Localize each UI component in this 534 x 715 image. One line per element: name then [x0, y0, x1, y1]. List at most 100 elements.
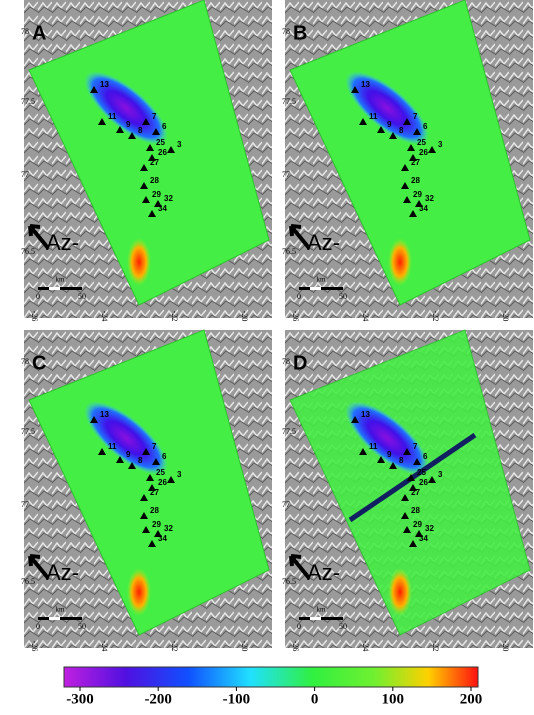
station-marker: [413, 128, 421, 135]
station-marker: [154, 200, 162, 207]
station-marker: [140, 164, 148, 171]
station-label: 7: [152, 112, 157, 121]
lat-tick-label: 77: [282, 500, 290, 509]
panel-label: A: [32, 22, 46, 44]
station-label: 6: [162, 122, 167, 131]
station-marker: [351, 416, 359, 423]
station-label: 9: [387, 450, 392, 459]
panel-label: C: [32, 352, 46, 374]
station-marker: [359, 118, 367, 125]
station-marker: [148, 210, 156, 217]
station-label: 13: [361, 410, 370, 419]
lon-tick-label: -20: [240, 641, 249, 652]
station-marker: [128, 132, 136, 139]
station-label: 25: [156, 138, 165, 147]
lat-tick-label: 76.5: [21, 247, 35, 256]
scale-end: 50: [339, 622, 347, 631]
station-label: 26: [419, 478, 428, 487]
scale-bar-segment: [310, 287, 321, 290]
lat-tick-label: 78: [282, 357, 290, 366]
station-marker: [152, 128, 160, 135]
lat-tick-label: 77: [21, 170, 29, 179]
lon-tick-label: -22: [170, 641, 179, 652]
lat-tick-label: 76.5: [282, 577, 296, 586]
lat-tick-label: 77: [282, 170, 290, 179]
station-marker: [116, 126, 124, 133]
station-label: 25: [417, 138, 426, 147]
lat-tick-label: 78: [21, 357, 29, 366]
azimuth-arrow: [28, 554, 50, 580]
station-marker: [415, 200, 423, 207]
station-label: 6: [423, 122, 428, 131]
station-marker: [409, 210, 417, 217]
station-label: 11: [108, 112, 117, 121]
lon-tick-label: -24: [100, 311, 109, 322]
station-marker: [401, 512, 409, 519]
scale-start: 0: [297, 622, 301, 631]
station-marker: [152, 458, 160, 465]
station-marker: [148, 154, 156, 161]
station-label: 27: [150, 158, 159, 167]
station-marker: [403, 448, 411, 455]
station-marker: [142, 448, 150, 455]
scale-unit: km: [56, 606, 66, 614]
station-label: 26: [158, 148, 167, 157]
station-label: 27: [411, 158, 420, 167]
station-label: 11: [108, 442, 117, 451]
station-label: 7: [152, 442, 157, 451]
station-marker: [148, 540, 156, 547]
station-label: 28: [411, 176, 420, 185]
station-marker: [98, 448, 106, 455]
colorbar-tick-label: 0: [311, 691, 319, 707]
station-label: 32: [425, 524, 434, 533]
station-marker: [401, 182, 409, 189]
lon-tick-label: -26: [30, 641, 39, 652]
scale-unit: km: [317, 276, 327, 284]
station-label: 27: [411, 488, 420, 497]
station-label: 34: [158, 204, 167, 213]
lon-tick-label: -24: [361, 311, 370, 322]
azimuth-label: Az-: [307, 230, 340, 255]
station-marker: [116, 456, 124, 463]
station-marker: [351, 86, 359, 93]
station-label: 34: [158, 534, 167, 543]
station-marker: [142, 196, 150, 203]
station-label: 32: [425, 194, 434, 203]
station-label: 28: [150, 506, 159, 515]
station-marker: [167, 476, 175, 483]
station-marker: [403, 526, 411, 533]
station-marker: [90, 416, 98, 423]
scale-bar-segment: [49, 617, 60, 620]
station-label: 9: [126, 450, 131, 459]
station-label: 11: [369, 112, 378, 121]
station-marker: [377, 456, 385, 463]
station-label: 6: [423, 452, 428, 461]
station-label: 3: [177, 470, 182, 479]
station-label: 3: [438, 140, 443, 149]
station-label: 26: [158, 478, 167, 487]
panel-label: D: [293, 352, 307, 374]
station-label: 34: [419, 204, 428, 213]
station-label: 9: [126, 120, 131, 129]
station-marker: [146, 474, 154, 481]
station-label: 34: [419, 534, 428, 543]
scale-end: 50: [78, 622, 86, 631]
lat-tick-label: 77.5: [21, 427, 35, 436]
scale-end: 50: [339, 292, 347, 301]
station-marker: [140, 494, 148, 501]
lat-tick-label: 76.5: [282, 247, 296, 256]
station-marker: [167, 146, 175, 153]
scale-unit: km: [56, 276, 66, 284]
station-marker: [148, 484, 156, 491]
station-label: 25: [156, 468, 165, 477]
station-label: 8: [138, 126, 143, 135]
station-marker: [428, 476, 436, 483]
station-marker: [413, 458, 421, 465]
station-marker: [401, 164, 409, 171]
azimuth-label: Az-: [46, 560, 79, 585]
station-marker: [146, 144, 154, 151]
